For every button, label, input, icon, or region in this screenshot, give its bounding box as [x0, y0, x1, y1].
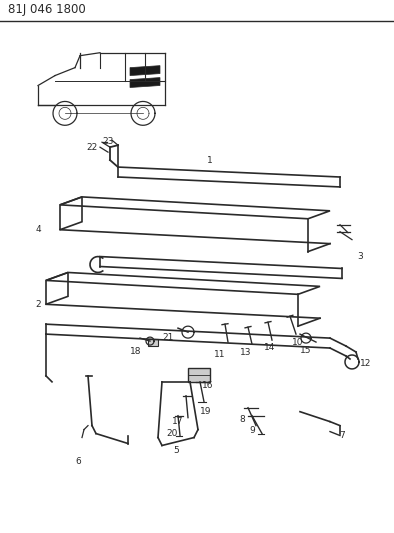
Text: 20: 20 — [166, 429, 178, 438]
Text: 21: 21 — [162, 333, 174, 342]
Text: 13: 13 — [240, 348, 252, 357]
Polygon shape — [130, 78, 160, 87]
Text: 19: 19 — [200, 407, 212, 416]
Text: 9: 9 — [249, 426, 255, 435]
Text: 15: 15 — [300, 345, 312, 354]
Polygon shape — [130, 66, 160, 76]
Text: 81J 046 1800: 81J 046 1800 — [8, 3, 86, 16]
Text: 1: 1 — [207, 156, 213, 165]
Text: 16: 16 — [202, 381, 214, 390]
Text: 7: 7 — [339, 431, 345, 440]
Text: 22: 22 — [86, 143, 98, 152]
Text: 10: 10 — [292, 337, 304, 346]
Text: 6: 6 — [75, 457, 81, 466]
Text: 18: 18 — [130, 346, 142, 356]
Text: 8: 8 — [239, 415, 245, 424]
Text: 5: 5 — [173, 446, 179, 455]
Bar — [148, 339, 158, 346]
Text: 14: 14 — [264, 343, 276, 352]
Text: 2: 2 — [35, 300, 41, 309]
Text: 12: 12 — [360, 359, 372, 368]
Text: 23: 23 — [102, 136, 114, 146]
Text: 17: 17 — [172, 417, 184, 426]
Text: 11: 11 — [214, 350, 226, 359]
Bar — [188, 368, 210, 382]
Text: 4: 4 — [35, 225, 41, 234]
Text: 3: 3 — [357, 252, 363, 261]
